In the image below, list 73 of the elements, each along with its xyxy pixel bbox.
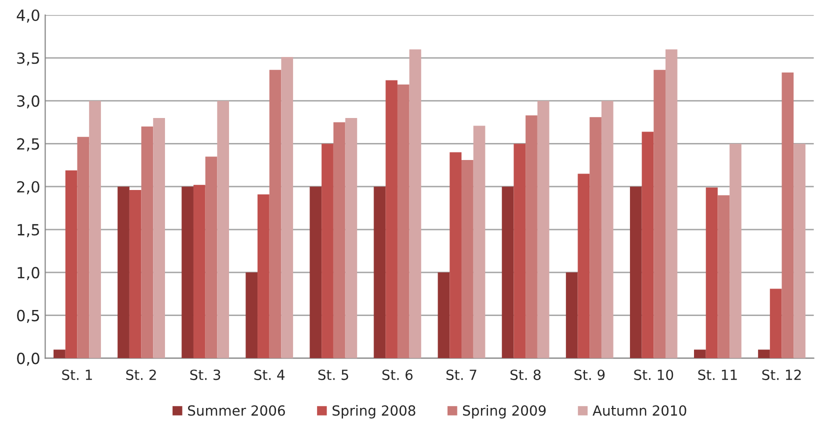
bar bbox=[281, 57, 294, 358]
legend-label: Summer 2006 bbox=[188, 405, 285, 416]
y-tick-label: 3,5 bbox=[17, 52, 40, 66]
bar bbox=[473, 126, 486, 358]
bar bbox=[54, 350, 66, 358]
bar bbox=[630, 186, 642, 358]
bar bbox=[217, 100, 230, 358]
bar bbox=[578, 174, 590, 358]
bar bbox=[502, 186, 514, 358]
bar bbox=[89, 100, 101, 358]
y-tick-label: 1,5 bbox=[18, 224, 40, 238]
bar bbox=[129, 190, 142, 358]
legend-label: Spring 2008 bbox=[332, 405, 416, 418]
bar bbox=[450, 152, 462, 358]
x-tick-label: St. 9 bbox=[574, 370, 605, 380]
x-tick-label: St. 12 bbox=[762, 370, 801, 380]
bar bbox=[269, 70, 282, 358]
bar bbox=[794, 144, 806, 358]
bar bbox=[706, 187, 718, 358]
x-tick-label: St. 10 bbox=[634, 370, 674, 380]
y-tick-label: 2,5 bbox=[17, 138, 40, 152]
y-tick-label: 4,0 bbox=[16, 9, 40, 23]
bar bbox=[526, 115, 538, 358]
bar bbox=[246, 272, 258, 358]
bar bbox=[666, 49, 678, 358]
bar bbox=[642, 132, 654, 358]
x-tick-label: St. 8 bbox=[510, 370, 541, 380]
bar bbox=[258, 194, 270, 358]
legend-label: Autumn 2010 bbox=[592, 405, 686, 416]
bar bbox=[374, 186, 386, 358]
bar bbox=[65, 170, 78, 358]
x-tick-label: St. 2 bbox=[126, 370, 156, 380]
y-tick-label: 2,0 bbox=[17, 181, 40, 194]
bar bbox=[205, 156, 218, 358]
bar bbox=[310, 186, 322, 358]
bar bbox=[730, 144, 742, 358]
bar bbox=[514, 144, 526, 358]
bar bbox=[322, 144, 334, 358]
x-tick-label: St. 7 bbox=[446, 370, 476, 380]
bar bbox=[782, 72, 794, 358]
bar bbox=[590, 117, 602, 358]
bar bbox=[409, 49, 422, 358]
bar bbox=[182, 186, 194, 358]
x-tick-label: St. 1 bbox=[62, 370, 92, 380]
bar bbox=[770, 288, 782, 358]
bar bbox=[118, 186, 130, 358]
bar bbox=[694, 350, 706, 358]
bar bbox=[438, 272, 450, 358]
x-tick-label: St. 3 bbox=[190, 370, 220, 380]
bar bbox=[77, 136, 90, 358]
bar bbox=[386, 80, 398, 358]
bar bbox=[601, 100, 614, 358]
y-tick-label: 3,0 bbox=[17, 95, 40, 108]
bar bbox=[141, 126, 154, 358]
bar bbox=[345, 118, 358, 358]
x-tick-label: St. 6 bbox=[382, 370, 413, 380]
bar bbox=[333, 122, 346, 358]
bar bbox=[462, 160, 474, 358]
y-tick-label: 0,0 bbox=[17, 352, 40, 366]
y-tick-label: 1,0 bbox=[18, 266, 40, 280]
x-tick-label: St. 11 bbox=[698, 370, 737, 380]
x-tick-label: St. 5 bbox=[318, 370, 348, 380]
bar bbox=[537, 100, 550, 358]
bar bbox=[397, 84, 410, 358]
y-tick-label: 0,5 bbox=[17, 310, 40, 323]
x-tick-label: St. 4 bbox=[254, 370, 285, 380]
bar bbox=[153, 118, 165, 358]
bar bbox=[193, 184, 206, 358]
bar bbox=[566, 272, 578, 358]
bar bbox=[654, 70, 666, 358]
legend-label: Spring 2009 bbox=[462, 405, 546, 418]
bar bbox=[758, 350, 770, 358]
bar bbox=[718, 195, 730, 358]
